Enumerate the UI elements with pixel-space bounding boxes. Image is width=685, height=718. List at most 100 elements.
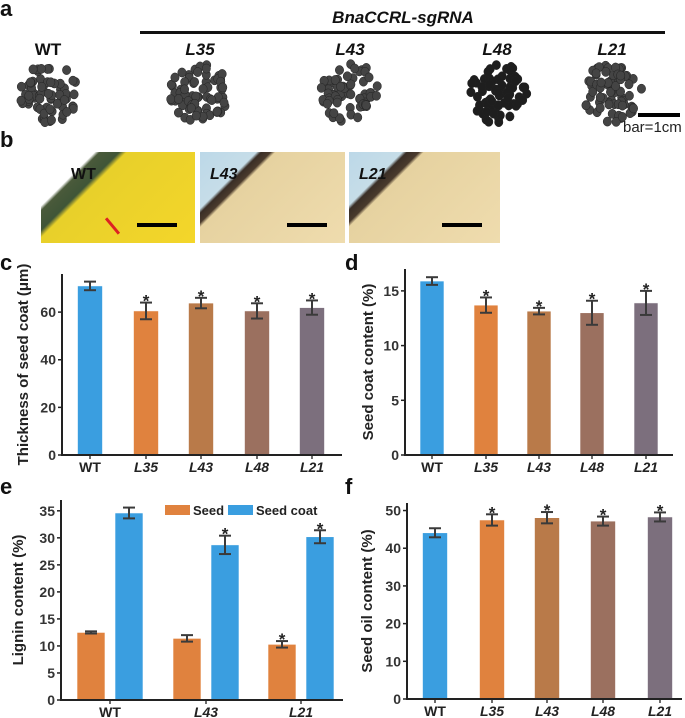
chart-e: WT * L43 * * L21 Seed Seed coat 0 5 10 15 20 25 30 35 Li…	[10, 500, 343, 718]
y-axis-label: Seed coat content (%)	[360, 284, 377, 441]
y-axis-label: Thickness of seed coat (μm)	[15, 264, 32, 466]
chart-c: WT * L35 * L43 * L48 * L21 0 20 40 60 Thickness of se…	[15, 264, 342, 475]
seed	[60, 95, 69, 105]
seed	[322, 99, 332, 109]
bar	[590, 520, 616, 700]
seed	[617, 112, 627, 122]
significance-star: *	[309, 289, 316, 308]
y-tick-label: 20	[385, 616, 401, 632]
genotype-label-l43: L43	[335, 40, 365, 59]
x-tick-label: L21	[648, 703, 672, 718]
seed	[493, 87, 503, 98]
x-tick-label: L48	[591, 703, 615, 718]
scale-bar-label: bar=1cm	[623, 119, 682, 136]
seed	[353, 112, 363, 123]
seed	[16, 81, 26, 92]
panel-label-d: d	[345, 250, 359, 275]
seed	[611, 117, 621, 127]
y-tick-label: 0	[48, 447, 56, 463]
seed	[520, 82, 530, 93]
y-tick-label: 15	[39, 611, 55, 627]
seed	[596, 77, 606, 88]
seed	[173, 107, 183, 118]
y-tick-label: 0	[391, 447, 399, 463]
significance-star: *	[589, 290, 596, 309]
y-tick-label: 5	[391, 392, 399, 408]
legend-label: Seed coat	[256, 503, 318, 518]
bar	[210, 544, 240, 701]
significance-star: *	[279, 630, 286, 649]
panel-label-a: a	[0, 0, 13, 21]
y-tick-label: 0	[47, 692, 55, 708]
y-axis-label: Lignin content (%)	[10, 535, 27, 666]
seed	[219, 97, 229, 108]
y-tick-label: 35	[39, 503, 55, 519]
seed	[591, 68, 601, 79]
seed	[342, 71, 352, 82]
seed	[46, 77, 56, 88]
seed	[636, 83, 646, 94]
seed	[180, 84, 190, 95]
seed	[190, 77, 199, 87]
bar	[305, 536, 335, 701]
seed	[487, 96, 497, 107]
significance-star: *	[222, 525, 229, 544]
bar	[473, 304, 499, 456]
bar	[633, 302, 659, 456]
bar	[419, 280, 445, 456]
significance-star: *	[483, 286, 490, 305]
seed	[483, 66, 493, 77]
seed	[505, 111, 515, 122]
bar	[526, 310, 552, 456]
bar	[534, 517, 560, 700]
significance-star: *	[143, 292, 150, 311]
seed	[595, 103, 605, 113]
seed	[602, 116, 612, 127]
seed	[624, 79, 634, 90]
y-tick-label: 10	[383, 338, 399, 354]
scale-bar	[137, 223, 177, 227]
seed	[26, 77, 35, 88]
seed-cluster	[466, 60, 532, 128]
seed	[170, 72, 180, 83]
significance-star: *	[317, 519, 324, 538]
micrograph-label-l43: L43	[210, 166, 238, 183]
seed-cluster	[166, 60, 230, 125]
significance-star: *	[254, 292, 261, 311]
x-tick-label: WT	[79, 459, 101, 475]
seed	[482, 107, 492, 117]
bar	[299, 307, 325, 456]
micrograph-label-l21: L21	[359, 166, 387, 183]
micrograph-l43: L43	[200, 152, 345, 243]
bar	[579, 312, 605, 456]
seed	[513, 99, 522, 109]
seed	[68, 75, 78, 86]
seed	[329, 108, 339, 119]
seed	[212, 106, 222, 117]
seed	[616, 70, 626, 81]
micrograph-wt: WT	[41, 152, 195, 243]
seed-cluster	[316, 59, 382, 126]
seed	[207, 95, 217, 105]
panel-label-b: b	[0, 127, 14, 152]
y-tick-label: 60	[40, 304, 56, 320]
significance-star: *	[657, 501, 664, 520]
genotype-label-l48: L48	[482, 40, 512, 59]
seed	[191, 110, 201, 121]
seed	[28, 64, 38, 75]
group-bracket-line	[140, 31, 665, 34]
significance-star: *	[643, 280, 650, 299]
chart-f: WT * L35 * L43 * L48 * L21 0 10 20 30 40 50 Seed oil co…	[359, 501, 682, 718]
bar	[172, 638, 202, 701]
bar	[76, 632, 106, 701]
y-tick-label: 15	[383, 283, 399, 299]
seed	[52, 98, 62, 109]
y-tick-label: 5	[47, 665, 55, 681]
bar	[244, 310, 270, 456]
seed	[588, 86, 598, 97]
significance-star: *	[489, 503, 496, 522]
seed	[316, 83, 326, 93]
seed	[330, 75, 340, 85]
y-tick-label: 30	[385, 578, 401, 594]
